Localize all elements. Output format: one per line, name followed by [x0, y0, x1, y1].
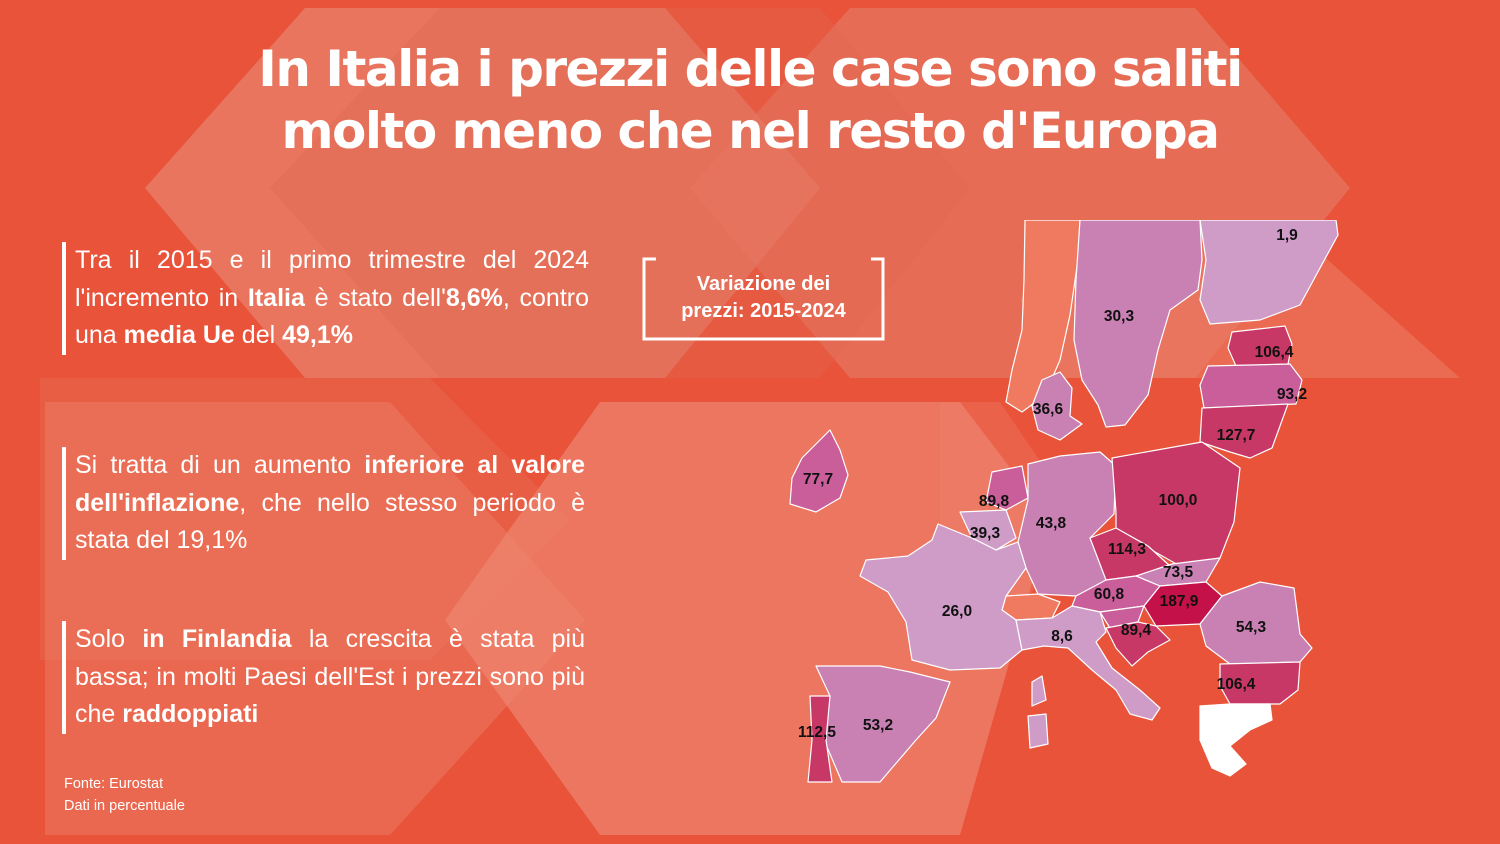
region-netherlands: [985, 465, 1029, 511]
region-france: [859, 523, 1027, 671]
value-poland: 100,0: [1159, 492, 1198, 509]
region-belgium: [959, 509, 1017, 551]
page-title: In Italia i prezzi delle case sono salit…: [0, 38, 1500, 162]
legend-text: Variazione dei prezzi: 2015-2024: [642, 271, 885, 325]
value-czech: 114,3: [1108, 541, 1146, 558]
bold-segment: Italia: [247, 283, 305, 312]
value-finland: 1,9: [1276, 227, 1298, 244]
text-segment: , contro una: [75, 283, 589, 350]
value-hungary: 187,9: [1160, 593, 1199, 610]
value-belgium: 39,3: [970, 525, 1001, 542]
units-line: Dati in percentuale: [64, 798, 185, 814]
legend-line-1: Variazione dei: [696, 273, 831, 295]
region-romania: [1199, 581, 1313, 665]
bold-segment: inferiore al valore dell'inflazione: [75, 451, 585, 517]
value-slovakia: 73,5: [1163, 564, 1194, 581]
map-legend-title: Variazione dei prezzi: 2015-2024: [642, 257, 885, 341]
bold-segment: in Finlandia: [142, 625, 292, 653]
region-germany: [1017, 451, 1117, 597]
bold-segment: media Ue: [123, 321, 235, 349]
region-portugal: [807, 695, 833, 783]
text-segment: del: [234, 321, 283, 349]
text-segment: la crescita è stata più bassa; in molti …: [75, 625, 585, 728]
value-italy: 8,6: [1051, 628, 1073, 645]
source-note: Fonte: Eurostat Dati in percentuale: [64, 773, 185, 817]
region-ireland: [789, 429, 849, 513]
region-sweden: [1073, 220, 1203, 428]
region-italy: [1015, 605, 1161, 721]
value-romania: 54,3: [1236, 619, 1267, 636]
value-netherlands: 89,8: [979, 493, 1010, 510]
value-ireland: 77,7: [803, 471, 833, 488]
value-france: 26,0: [942, 603, 972, 620]
value-latvia: 93,2: [1277, 386, 1307, 403]
region-latvia: [1199, 363, 1303, 409]
value-spain: 53,2: [863, 717, 893, 734]
text-segment: Si tratta di un aumento: [75, 451, 365, 479]
region-finland: [1199, 220, 1339, 325]
value-estonia: 106,4: [1255, 344, 1294, 361]
region-croatia: [1105, 621, 1171, 667]
text-segment: Solo: [75, 625, 143, 653]
source-line: Fonte: Eurostat: [64, 776, 164, 792]
value-lithuania: 127,7: [1217, 427, 1256, 444]
value-austria: 60,8: [1094, 586, 1125, 603]
value-croatia: 89,4: [1121, 622, 1152, 639]
bold-segment: 8,6%: [445, 283, 503, 312]
text-segment: è stato dell': [304, 283, 446, 312]
region-bulgaria: [1219, 661, 1301, 705]
text-segment: , che nello stesso periodo è stata del 1…: [75, 488, 585, 555]
paragraph-finland-east: Solo in Finlandia la crescita è stata pi…: [62, 621, 585, 734]
title-line-1: In Italia i prezzi delle case sono salit…: [258, 40, 1243, 98]
paragraph-inflation: Si tratta di un aumento inferiore al val…: [62, 447, 585, 560]
map-value-labels: 1,9 30,3 106,4 93,2 127,7 36,6 77,7 89,8…: [798, 227, 1307, 741]
region-denmark: [1031, 371, 1083, 441]
value-portugal: 112,5: [798, 724, 836, 741]
europe-map: 1,9 30,3 106,4 93,2 127,7 36,6 77,7 89,8…: [789, 220, 1339, 783]
region-corsica-sardinia: [1027, 675, 1049, 749]
value-bulgaria: 106,4: [1217, 676, 1256, 693]
bracket-frame: [642, 257, 885, 341]
region-greece: [1199, 703, 1273, 777]
value-sweden: 30,3: [1104, 308, 1135, 325]
value-germany: 43,8: [1036, 515, 1067, 532]
paragraph-italy-increase: Tra il 2015 e il primo trimestre del 202…: [62, 242, 589, 355]
bold-segment: raddoppiati: [122, 700, 259, 728]
text-segment: Tra il 2015 e il primo trimestre del 202…: [75, 246, 589, 312]
bold-segment: 49,1%: [282, 321, 353, 349]
legend-line-2: prezzi: 2015-2024: [681, 300, 846, 322]
value-denmark: 36,6: [1033, 401, 1064, 418]
title-line-2: molto meno che nel resto d'Europa: [281, 102, 1220, 160]
